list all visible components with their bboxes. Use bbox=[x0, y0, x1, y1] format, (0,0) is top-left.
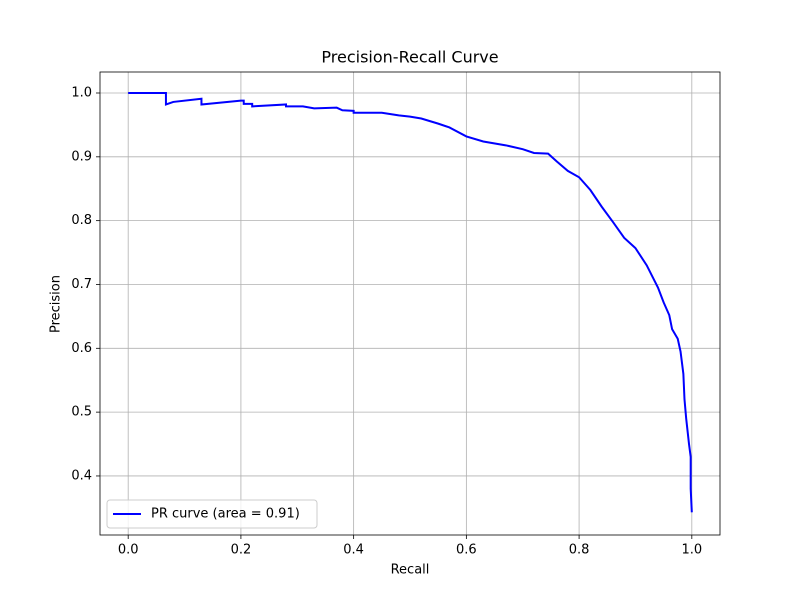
y-axis-label: Precision bbox=[49, 275, 64, 333]
x-tick-label: 0.6 bbox=[456, 543, 477, 558]
y-tick-label: 0.7 bbox=[71, 277, 92, 292]
x-axis-label: Recall bbox=[391, 563, 430, 578]
x-tick-label: 0.8 bbox=[569, 543, 590, 558]
plot-frame bbox=[99, 71, 721, 536]
x-tick-label: 0.2 bbox=[231, 543, 252, 558]
legend-label: PR curve (area = 0.91) bbox=[151, 507, 300, 522]
x-tick-label: 0.0 bbox=[118, 543, 139, 558]
y-tick-label: 0.9 bbox=[71, 149, 92, 164]
x-tick-label: 1.0 bbox=[681, 543, 702, 558]
pr-line bbox=[128, 91, 693, 513]
chart-title: Precision-Recall Curve bbox=[321, 48, 498, 67]
x-tick-label: 0.4 bbox=[343, 543, 364, 558]
y-tick-label: 0.5 bbox=[71, 405, 92, 420]
y-tick-label: 1.0 bbox=[71, 85, 92, 100]
y-tick-label: 0.4 bbox=[71, 468, 92, 483]
legend-box bbox=[106, 499, 318, 529]
y-tick-label: 0.8 bbox=[71, 213, 92, 228]
y-tick-label: 0.6 bbox=[71, 341, 92, 356]
